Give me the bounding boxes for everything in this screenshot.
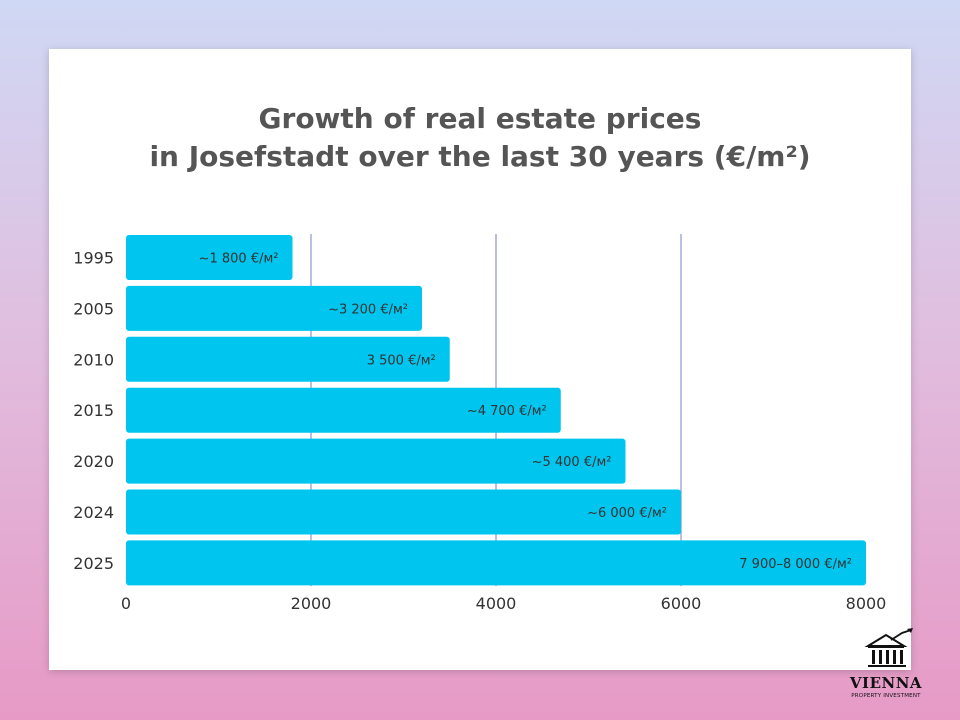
data-label-1995: ~1 800 €/м² (199, 252, 279, 267)
x-tick-label-6000: 6000 (661, 594, 702, 613)
building-columns-icon (864, 628, 913, 667)
chart-title-line-2: in Josefstadt over the last 30 years (€/… (149, 140, 811, 173)
bar-1995 (126, 235, 293, 280)
bar-2024 (126, 489, 681, 535)
category-label-2025: 2025 (73, 554, 114, 573)
chart-title: Growth of real estate prices in Josefsta… (0, 100, 960, 176)
data-label-2024: ~6 000 €/м² (587, 506, 667, 521)
x-tick-label-8000: 8000 (846, 594, 887, 613)
data-label-2020: ~5 400 €/м² (532, 455, 612, 470)
x-tick-label-0: 0 (121, 594, 131, 613)
category-label-1995: 1995 (73, 249, 114, 268)
data-label-2025: 7 900–8 000 €/м² (739, 557, 852, 572)
category-label-2024: 2024 (73, 503, 114, 522)
bar-2025 (126, 540, 866, 586)
bar-2020 (126, 438, 626, 484)
x-tick-label-2000: 2000 (291, 594, 332, 613)
bar-2015 (126, 387, 561, 433)
vienna-logo: VIENNA PROPERTY INVESTMENT (836, 626, 936, 704)
bar-2005 (126, 285, 422, 331)
data-label-2010: 3 500 €/м² (367, 353, 436, 368)
category-label-2020: 2020 (73, 452, 114, 471)
logo-subtitle: PROPERTY INVESTMENT (851, 693, 921, 699)
category-label-2010: 2010 (73, 350, 114, 369)
category-label-2015: 2015 (73, 401, 114, 420)
category-label-2005: 2005 (73, 299, 114, 318)
logo-name: VIENNA (849, 674, 923, 692)
chart-title-line-1: Growth of real estate prices (258, 102, 702, 135)
data-label-2015: ~4 700 €/м² (467, 404, 547, 419)
data-label-2005: ~3 200 €/м² (328, 302, 408, 317)
x-tick-label-4000: 4000 (476, 594, 517, 613)
bar-2010 (126, 336, 450, 382)
